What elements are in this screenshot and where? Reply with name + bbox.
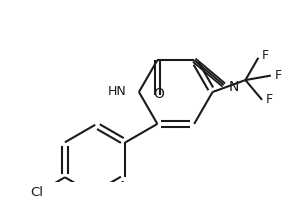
Text: F: F	[274, 69, 282, 82]
Text: HN: HN	[107, 85, 126, 98]
Text: F: F	[266, 93, 273, 106]
Text: N: N	[228, 80, 239, 94]
Text: F: F	[262, 50, 269, 62]
Text: Cl: Cl	[31, 186, 44, 198]
Text: O: O	[153, 87, 164, 101]
